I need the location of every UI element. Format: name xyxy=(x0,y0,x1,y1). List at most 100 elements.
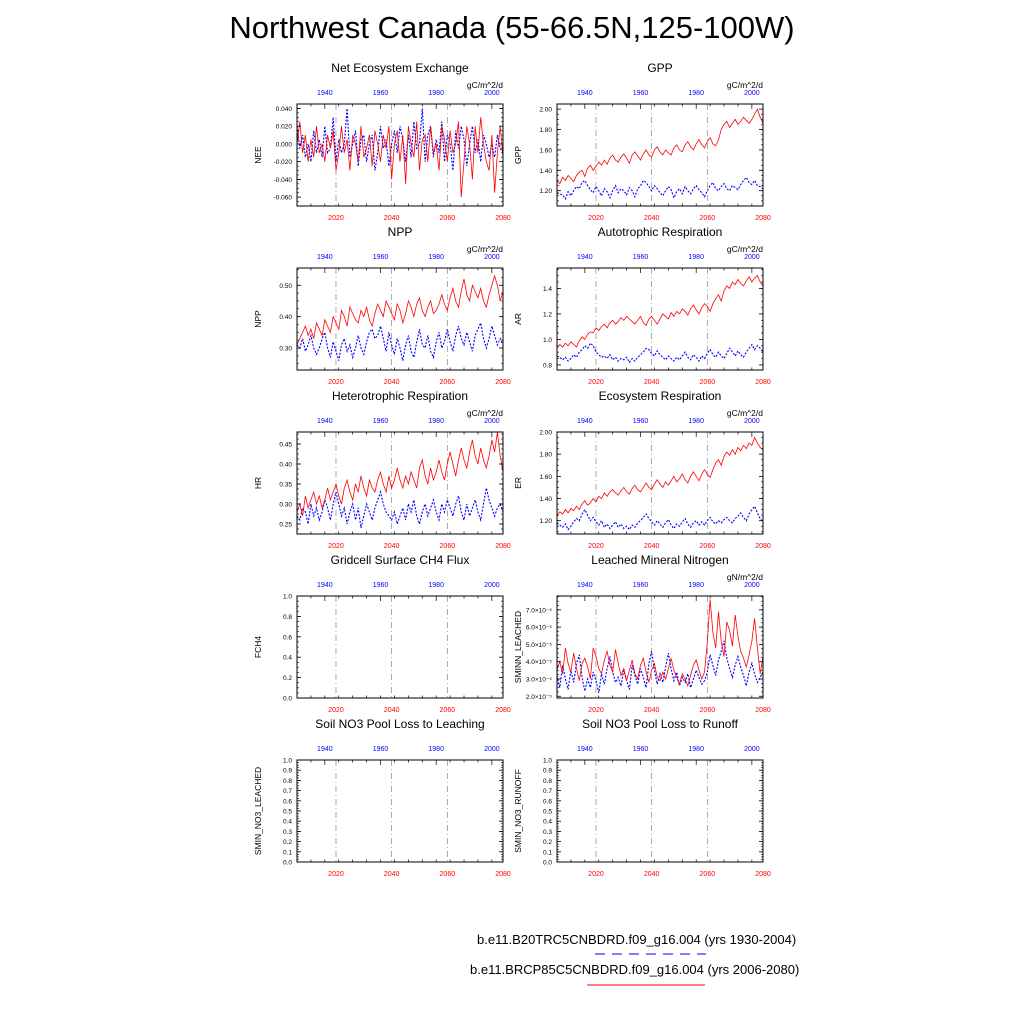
x-top-tick-label: 1940 xyxy=(317,582,333,589)
y-axis-label: ER xyxy=(513,477,523,489)
y-tick-label: 0.7 xyxy=(543,788,552,795)
y-tick-label: 2.00 xyxy=(539,430,552,437)
x-bottom-tick-label: 2060 xyxy=(440,215,456,222)
y-tick-label: 1.60 xyxy=(539,147,552,154)
chart-units: gC/m^2/d xyxy=(467,80,503,90)
x-top-tick-label: 1940 xyxy=(577,254,593,261)
x-bottom-tick-label: 2060 xyxy=(440,871,456,878)
chart-units: gC/m^2/d xyxy=(727,80,763,90)
x-bottom-tick-label: 2080 xyxy=(755,379,771,386)
x-bottom-tick-label: 2020 xyxy=(328,871,344,878)
x-bottom-tick-label: 2040 xyxy=(644,379,660,386)
x-bottom-tick-label: 2060 xyxy=(700,871,716,878)
y-tick-label: 1.0 xyxy=(543,337,552,344)
y-tick-label: 0.30 xyxy=(279,502,292,509)
x-bottom-tick-label: 2060 xyxy=(700,543,716,550)
x-bottom-tick-label: 2020 xyxy=(328,543,344,550)
plot-frame xyxy=(296,103,504,207)
series-line-future xyxy=(556,274,764,349)
chart-panel-3: NPP gC/m^2/d 0.50 0.40 0.30 NPP 2020 2040 2060 20… xyxy=(253,225,511,386)
y-tick-label: 1.40 xyxy=(539,496,552,503)
y-tick-label: 0.3 xyxy=(543,829,552,836)
y-tick-label: 1.80 xyxy=(539,452,552,459)
x-top-tick-label: 1980 xyxy=(428,746,444,753)
x-top-tick-label: 1960 xyxy=(373,90,389,97)
series-line-future xyxy=(556,436,764,516)
y-tick-label: 0.1 xyxy=(283,849,292,856)
y-tick-label: 1.2 xyxy=(543,311,552,318)
series-line-historical xyxy=(556,342,764,364)
y-tick-label: 1.4 xyxy=(543,286,552,293)
y-tick-label: -0.040 xyxy=(274,177,293,184)
chart-units: gC/m^2/d xyxy=(727,244,763,254)
chart-panel-1: Net Ecosystem Exchange gC/m^2/d 0.040 0.020… xyxy=(253,61,511,222)
chart-title: Gridcell Surface CH4 Flux xyxy=(331,553,470,567)
y-axis-label: AR xyxy=(513,313,523,325)
y-tick-label: 0.8 xyxy=(283,778,292,785)
x-bottom-tick-label: 2040 xyxy=(644,543,660,550)
y-tick-label: 0.40 xyxy=(279,462,292,469)
x-top-tick-label: 2000 xyxy=(484,582,500,589)
chart-panel-9: Soil NO3 Pool Loss to Leaching 1.0 0.9 0.8 0… xyxy=(253,717,511,878)
x-top-tick-label: 1940 xyxy=(317,90,333,97)
y-tick-label: 0.0 xyxy=(283,696,292,703)
x-bottom-tick-label: 2040 xyxy=(384,379,400,386)
x-top-tick-label: 1960 xyxy=(633,746,649,753)
y-axis-label: SMIN_NO3_LEACHED xyxy=(253,767,263,855)
x-bottom-tick-label: 2020 xyxy=(588,379,604,386)
x-top-tick-label: 1940 xyxy=(577,418,593,425)
x-bottom-tick-label: 2040 xyxy=(384,215,400,222)
x-bottom-tick-label: 2080 xyxy=(755,215,771,222)
y-tick-label: 1.80 xyxy=(539,127,552,134)
y-tick-label: 0.4 xyxy=(543,819,552,826)
x-bottom-tick-label: 2020 xyxy=(328,379,344,386)
x-bottom-tick-label: 2040 xyxy=(384,871,400,878)
plot-frame xyxy=(556,759,764,863)
y-tick-label: 4.0×10⁻⁵ xyxy=(526,659,552,666)
y-axis-label: NPP xyxy=(253,310,263,328)
y-tick-label: 0.8 xyxy=(283,614,292,621)
x-top-tick-label: 1960 xyxy=(633,90,649,97)
y-tick-label: 6.0×10⁻⁵ xyxy=(526,625,552,632)
x-top-tick-label: 1980 xyxy=(428,582,444,589)
y-tick-label: 0.3 xyxy=(283,829,292,836)
y-tick-label: 1.0 xyxy=(543,758,552,765)
series-line-future xyxy=(296,117,504,198)
series-line-historical xyxy=(556,176,764,201)
series-line-historical xyxy=(296,321,504,361)
x-bottom-tick-label: 2020 xyxy=(328,215,344,222)
chart-panel-4: Autotrophic Respiration gC/m^2/d 1.4 1.2 1.0… xyxy=(513,225,771,386)
y-tick-label: 2.00 xyxy=(539,107,552,114)
chart-panel-10: Soil NO3 Pool Loss to Runoff 1.0 0.9 0.8 0.7… xyxy=(513,717,771,878)
chart-title: GPP xyxy=(647,61,672,75)
x-top-tick-label: 1980 xyxy=(428,254,444,261)
x-top-tick-label: 1940 xyxy=(577,746,593,753)
x-top-tick-label: 2000 xyxy=(744,746,760,753)
series-line-future xyxy=(556,108,764,185)
x-top-tick-label: 1980 xyxy=(688,254,704,261)
plot-frame xyxy=(296,759,504,863)
x-bottom-tick-label: 2040 xyxy=(644,707,660,714)
x-top-tick-label: 2000 xyxy=(484,418,500,425)
x-top-tick-label: 1960 xyxy=(633,582,649,589)
y-tick-label: 1.60 xyxy=(539,474,552,481)
x-top-tick-label: 1940 xyxy=(577,90,593,97)
y-tick-label: 0.9 xyxy=(283,768,292,775)
x-top-tick-label: 1960 xyxy=(373,418,389,425)
y-tick-label: 0.1 xyxy=(543,849,552,856)
chart-title: Leached Mineral Nitrogen xyxy=(591,553,728,567)
y-tick-label: -0.020 xyxy=(274,159,293,166)
plot-frame xyxy=(296,595,504,699)
chart-units: gC/m^2/d xyxy=(727,408,763,418)
y-axis-label: NEE xyxy=(253,146,263,164)
x-top-tick-label: 2000 xyxy=(484,90,500,97)
y-tick-label: -0.060 xyxy=(274,195,293,202)
x-top-tick-label: 1940 xyxy=(577,582,593,589)
x-top-tick-label: 1960 xyxy=(633,418,649,425)
y-tick-label: 2.0×10⁻⁵ xyxy=(526,694,552,701)
x-bottom-tick-label: 2080 xyxy=(495,215,511,222)
chart-panel-8: Leached Mineral Nitrogen gN/m^2/d 7.0×10⁻⁵… xyxy=(513,553,771,714)
x-bottom-tick-label: 2080 xyxy=(755,707,771,714)
chart-title: NPP xyxy=(388,225,413,239)
